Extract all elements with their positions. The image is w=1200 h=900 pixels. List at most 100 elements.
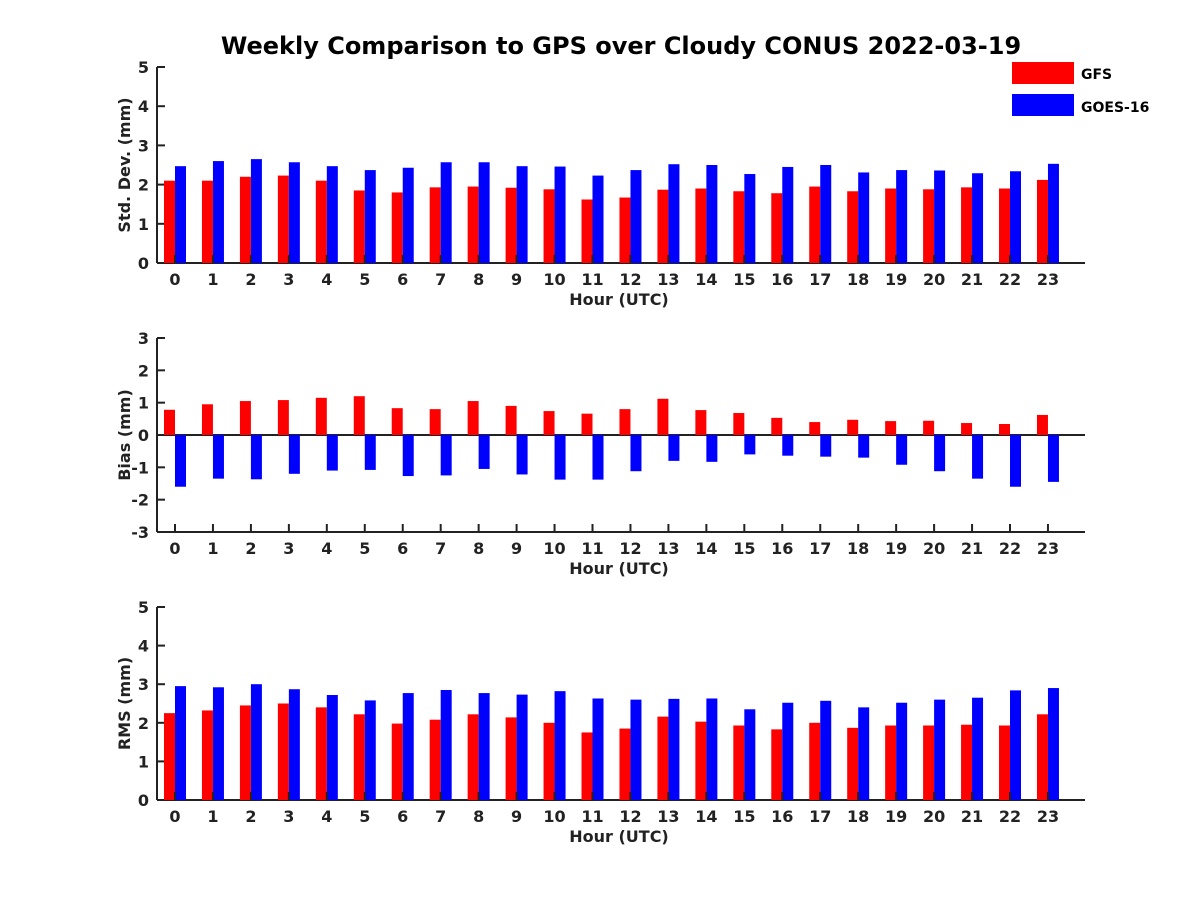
x-tick-label: 11 (581, 539, 603, 558)
x-tick-label: 6 (397, 807, 408, 826)
bar-gfs-hour-18 (847, 419, 859, 435)
legend-label-goes16: GOES-16 (1081, 100, 1149, 116)
bar-goes16-hour-21 (972, 173, 984, 263)
bar-gfs-hour-16 (771, 417, 783, 435)
bar-gfs-hour-18 (847, 727, 859, 800)
bar-gfs-hour-21 (961, 423, 973, 435)
y-axis-label: Bias (mm) (115, 389, 134, 481)
bar-goes16-hour-3 (288, 162, 300, 263)
x-tick-label: 11 (581, 807, 603, 826)
x-tick-label: 10 (543, 539, 565, 558)
bar-goes16-hour-21 (972, 697, 984, 800)
bar-goes16-hour-20 (934, 699, 946, 800)
bar-gfs-hour-21 (961, 724, 973, 800)
x-tick-label: 9 (511, 539, 522, 558)
bar-goes16-hour-9 (516, 435, 528, 475)
bar-goes16-hour-11 (592, 435, 604, 480)
bar-goes16-hour-3 (288, 435, 300, 474)
x-tick-label: 9 (511, 270, 522, 289)
x-tick-label: 15 (733, 807, 755, 826)
bar-goes16-hour-6 (402, 167, 414, 263)
bar-gfs-hour-14 (695, 410, 707, 435)
bar-goes16-hour-6 (402, 693, 414, 800)
bar-goes16-hour-18 (858, 707, 870, 800)
bar-gfs-hour-13 (657, 189, 669, 263)
bar-goes16-hour-18 (858, 172, 870, 263)
x-tick-label: 17 (809, 807, 831, 826)
y-tick-label: 2 (138, 361, 149, 380)
bar-goes16-hour-4 (326, 435, 338, 471)
bar-goes16-hour-1 (212, 687, 224, 800)
y-tick-label: 0 (138, 426, 149, 445)
x-tick-label: 19 (885, 807, 907, 826)
x-tick-label: 8 (473, 270, 484, 289)
bar-goes16-hour-17 (820, 435, 832, 457)
bar-gfs-hour-20 (923, 189, 935, 263)
bar-goes16-hour-19 (896, 170, 908, 263)
bar-goes16-hour-8 (478, 693, 490, 800)
x-tick-label: 14 (695, 807, 717, 826)
bar-gfs-hour-18 (847, 191, 859, 263)
bar-gfs-hour-5 (353, 714, 365, 800)
y-tick-label: 1 (138, 394, 149, 413)
bar-goes16-hour-11 (592, 175, 604, 263)
x-tick-label: 13 (657, 539, 679, 558)
bar-goes16-hour-20 (934, 435, 946, 472)
bar-gfs-hour-12 (619, 197, 631, 263)
bar-gfs-hour-3 (277, 175, 289, 263)
bar-gfs-hour-2 (239, 705, 251, 800)
bar-goes16-hour-22 (1010, 171, 1022, 263)
bar-goes16-hour-0 (175, 435, 186, 487)
bar-goes16-hour-3 (288, 689, 300, 800)
bar-gfs-hour-11 (581, 732, 593, 800)
bar-goes16-hour-22 (1010, 690, 1022, 800)
bar-gfs-hour-11 (581, 199, 593, 263)
x-tick-label: 13 (657, 270, 679, 289)
y-tick-label: 0 (138, 254, 149, 273)
legend-swatch-goes16 (1012, 94, 1074, 116)
bar-gfs-hour-4 (315, 707, 327, 800)
bar-goes16-hour-10 (554, 166, 566, 263)
bar-gfs-hour-15 (733, 725, 745, 800)
bar-goes16-hour-11 (592, 698, 604, 800)
x-tick-label: 12 (619, 270, 641, 289)
x-tick-label: 0 (169, 539, 180, 558)
x-tick-label: 18 (847, 539, 869, 558)
bar-goes16-hour-22 (1010, 435, 1022, 487)
bar-goes16-hour-14 (706, 435, 718, 462)
bar-gfs-hour-17 (809, 722, 821, 800)
bar-gfs-hour-19 (885, 725, 897, 800)
bar-gfs-hour-0 (164, 713, 175, 800)
x-tick-label: 20 (923, 539, 945, 558)
bar-gfs-hour-19 (885, 421, 897, 435)
y-tick-label: 0 (138, 791, 149, 810)
bar-gfs-hour-6 (391, 723, 403, 800)
bar-gfs-hour-9 (505, 187, 517, 263)
bar-goes16-hour-2 (250, 684, 262, 800)
x-tick-label: 6 (397, 539, 408, 558)
bar-goes16-hour-6 (402, 435, 414, 477)
bar-goes16-hour-13 (668, 435, 680, 461)
bar-gfs-hour-10 (543, 411, 555, 435)
bar-goes16-hour-9 (516, 694, 528, 800)
y-tick-label: 4 (138, 97, 149, 116)
bar-gfs-hour-11 (581, 413, 593, 435)
bar-gfs-hour-12 (619, 409, 631, 435)
y-tick-label: 3 (138, 329, 149, 348)
bar-gfs-hour-4 (315, 397, 327, 435)
y-tick-label: 1 (138, 215, 149, 234)
bar-gfs-hour-8 (467, 714, 479, 800)
bar-goes16-hour-8 (478, 435, 490, 469)
x-tick-label: 20 (923, 807, 945, 826)
x-tick-label: 10 (543, 807, 565, 826)
bar-gfs-hour-8 (467, 186, 479, 263)
x-tick-label: 16 (771, 807, 793, 826)
bar-gfs-hour-9 (505, 717, 517, 800)
bar-gfs-hour-1 (201, 404, 213, 435)
x-tick-label: 8 (473, 807, 484, 826)
bar-gfs-hour-20 (923, 420, 935, 435)
bar-goes16-hour-16 (782, 166, 794, 263)
bar-gfs-hour-5 (353, 396, 365, 435)
